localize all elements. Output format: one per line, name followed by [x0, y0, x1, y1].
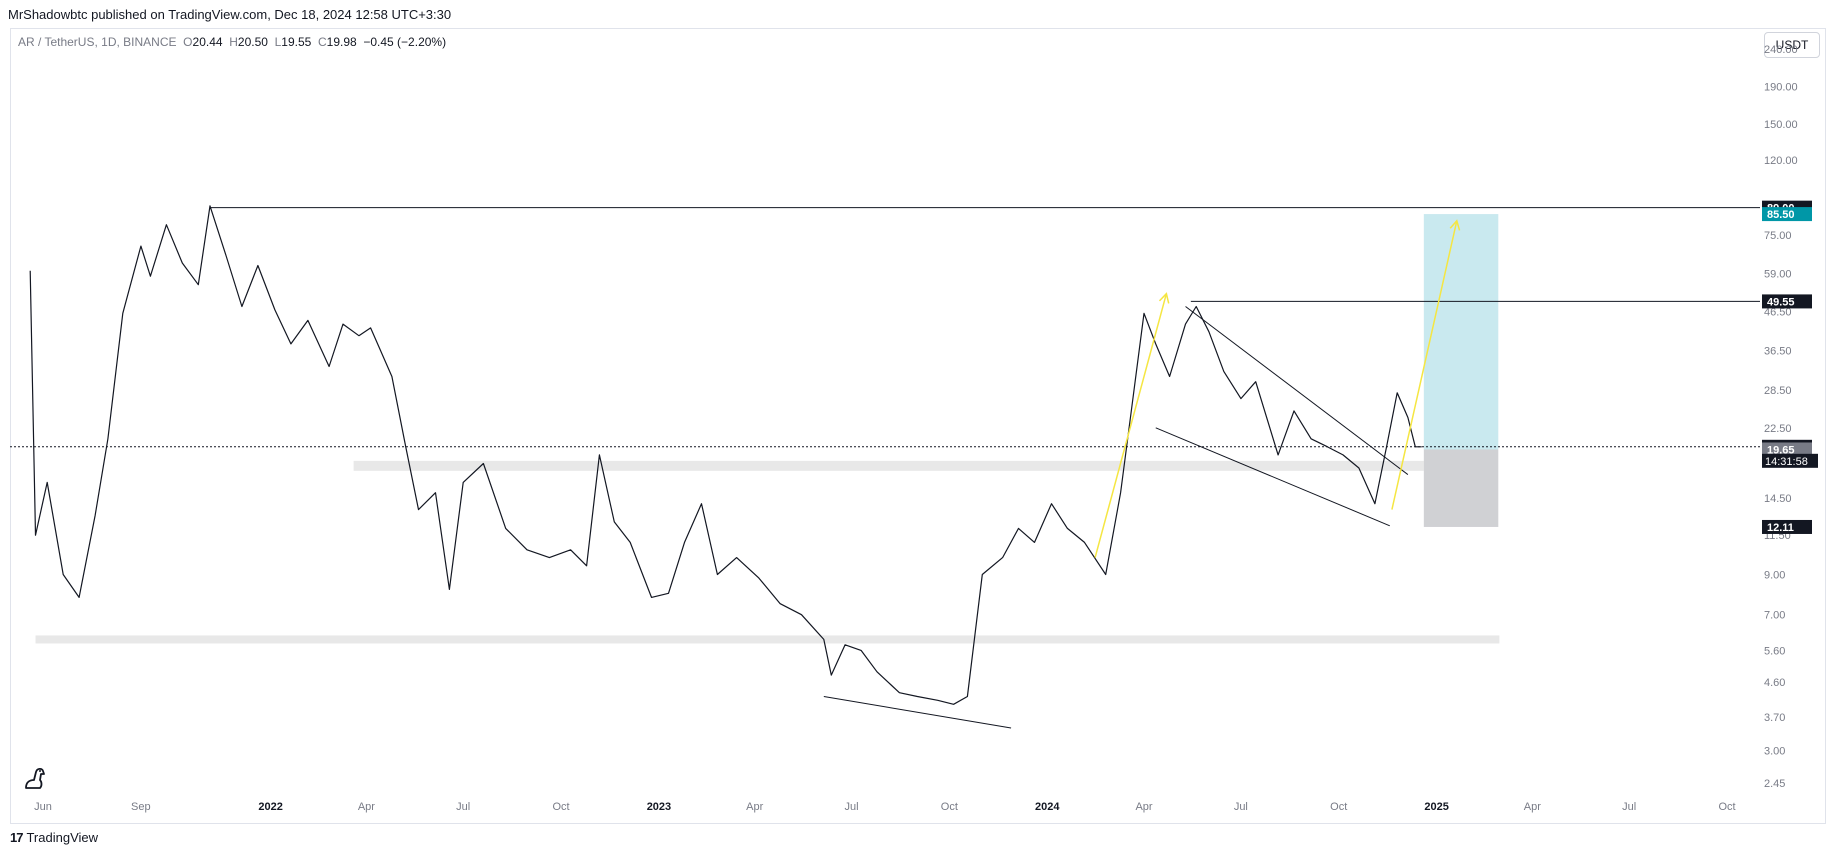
y-tick-label: 75.00: [1764, 230, 1792, 242]
y-tick-label: 7.00: [1764, 610, 1785, 622]
close-value: 19.98: [326, 35, 357, 49]
y-tick-label: 3.00: [1764, 745, 1785, 757]
y-tick-label: 14.50: [1764, 493, 1792, 505]
price-label: 19.65: [1767, 444, 1795, 456]
projection-arrow-1-head: [1158, 292, 1170, 304]
open-label: O: [183, 35, 193, 49]
y-tick-label: 150.00: [1764, 119, 1798, 131]
y-tick-label: 4.60: [1764, 677, 1785, 689]
x-tick-label: Apr: [1524, 801, 1541, 813]
x-tick-label: Jun: [34, 801, 52, 813]
countdown-box: [1762, 453, 1818, 468]
x-tick-label: Jul: [456, 801, 470, 813]
footer-brand-text[interactable]: TradingView: [26, 830, 99, 845]
x-tick-label: Apr: [746, 801, 763, 813]
support-band-upper: [353, 460, 1424, 471]
symbol-name[interactable]: AR / TetherUS, 1D, BINANCE: [18, 35, 177, 49]
x-tick-label: Jul: [844, 801, 858, 813]
y-tick-label: 2.45: [1764, 778, 1785, 790]
price-label: 49.55: [1767, 296, 1795, 308]
chart-frame: [10, 28, 1826, 824]
y-tick-label: 22.50: [1764, 423, 1792, 435]
y-tick-label: 3.70: [1764, 712, 1785, 724]
x-tick-label: Jul: [1234, 801, 1248, 813]
support-band-lower: [35, 635, 1500, 644]
x-tick-label: Oct: [941, 801, 958, 813]
wedge-lower-line: [1155, 427, 1390, 527]
dino-icon[interactable]: [20, 762, 50, 792]
high-label: H: [229, 35, 238, 49]
projection-arrow-2-head: [1449, 219, 1461, 231]
x-tick-label: Jul: [1622, 801, 1636, 813]
price-label-box: [1762, 294, 1812, 309]
low-value: 19.55: [281, 35, 312, 49]
y-tick-label: 28.50: [1764, 385, 1792, 397]
projection-arrow-2: [1391, 220, 1458, 510]
open-value: 20.44: [192, 35, 223, 49]
target-zone: [1423, 214, 1499, 450]
y-tick-label: 9.00: [1764, 569, 1785, 581]
x-tick-label: 2025: [1424, 801, 1448, 813]
x-tick-label: Oct: [1718, 801, 1735, 813]
bottom-trend-line: [823, 695, 1012, 729]
y-tick-label: 59.00: [1764, 268, 1792, 280]
price-label-box: [1762, 442, 1812, 457]
x-tick-label: Apr: [1135, 801, 1152, 813]
countdown-label: 14:31:58: [1765, 456, 1808, 468]
y-tick-label: 5.60: [1764, 645, 1785, 657]
currency-unit-button[interactable]: USDT: [1764, 32, 1820, 58]
price-label-box: [1762, 519, 1812, 534]
tradingview-logo-icon: 17: [10, 830, 24, 845]
change-value: −0.45 (−2.20%): [363, 35, 447, 49]
x-tick-label: Apr: [358, 801, 375, 813]
footer-brand: 17 TradingView: [10, 830, 98, 845]
x-tick-label: Oct: [553, 801, 570, 813]
low-label: L: [274, 35, 282, 49]
price-label: 12.11: [1767, 522, 1794, 534]
wedge-upper-line: [1185, 306, 1409, 475]
close-label: C: [317, 35, 327, 49]
symbol-legend: AR / TetherUS, 1D, BINANCE O20.44 H20.50…: [18, 35, 446, 49]
x-tick-label: Sep: [131, 801, 151, 813]
publisher-line: MrShadowbtc published on TradingView.com…: [8, 7, 452, 22]
x-tick-label: 2024: [1035, 801, 1060, 813]
stop-zone: [1423, 449, 1499, 527]
y-tick-label: 240.00: [1764, 44, 1798, 56]
price-label: 85.50: [1767, 209, 1795, 221]
y-tick-label: 120.00: [1764, 155, 1798, 167]
price-label-box: [1762, 207, 1812, 222]
y-tick-label: 46.50: [1764, 307, 1792, 319]
high-value: 20.50: [237, 35, 268, 49]
x-tick-label: Oct: [1330, 801, 1347, 813]
x-tick-label: 2022: [258, 801, 282, 813]
y-tick-label: 190.00: [1764, 81, 1798, 93]
y-tick-label: 36.50: [1764, 345, 1792, 357]
projection-arrow-1: [1094, 293, 1168, 558]
price-line: [29, 205, 1422, 705]
x-tick-label: 2023: [647, 801, 671, 813]
